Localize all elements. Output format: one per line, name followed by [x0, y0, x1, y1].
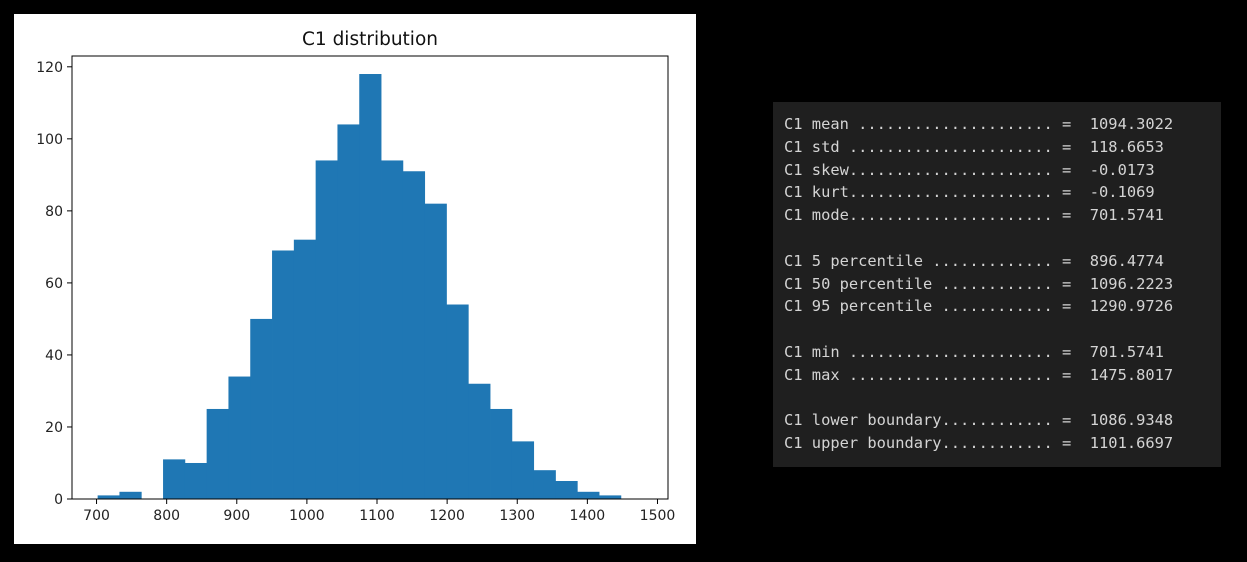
stats-line: C1 std ...................... = 118.6653	[784, 137, 1164, 156]
histogram-bar	[533, 470, 556, 499]
stats-panel: C1 mean ..................... = 1094.302…	[773, 102, 1221, 467]
y-tick-label: 40	[45, 348, 63, 364]
y-tick-label: 60	[45, 276, 63, 292]
x-tick-label: 1000	[289, 508, 325, 524]
histogram-bar	[119, 491, 142, 499]
histogram-chart: 700 800 900 1000 1100 1200 1300 1400 1500 0 20 40 60…	[36, 29, 676, 524]
chart-title: C1 distribution	[302, 29, 438, 50]
y-tick-label: 80	[45, 204, 63, 220]
histogram-bar	[337, 124, 360, 499]
stats-line: C1 50 percentile ............ = 1096.222…	[784, 274, 1174, 293]
histogram-bar	[468, 383, 491, 499]
stats-line: C1 5 percentile ............. = 896.4774	[784, 251, 1164, 270]
histogram-bar	[97, 495, 120, 499]
stats-line: C1 upper boundary............ = 1101.669…	[784, 434, 1174, 453]
stats-line: C1 kurt...................... = -0.1069	[784, 183, 1155, 202]
stats-line: C1 lower boundary............ = 1086.934…	[784, 411, 1174, 430]
stats-blank-line	[784, 387, 1221, 410]
histogram-bar	[511, 441, 535, 499]
plot-frame	[71, 55, 669, 500]
histogram-bar	[359, 74, 382, 500]
y-tick-label: 20	[45, 420, 63, 436]
histogram-bar	[490, 408, 513, 499]
x-tick-label: 1500	[640, 508, 676, 524]
x-tick-label: 700	[83, 508, 110, 524]
x-tick-label: 1400	[570, 508, 606, 524]
histogram-bar	[272, 250, 295, 499]
histogram-bar	[315, 160, 338, 500]
y-tick-label: 0	[54, 492, 63, 508]
stats-line: C1 mode...................... = 701.5741	[784, 206, 1164, 225]
histogram-bar	[555, 480, 578, 499]
stats-line: C1 skew...................... = -0.0173	[784, 160, 1155, 179]
y-tick-label: 100	[36, 132, 63, 148]
histogram-bar	[599, 495, 622, 499]
histogram-bar	[163, 459, 186, 499]
x-tick-label: 800	[153, 508, 180, 524]
histogram-bar	[206, 408, 229, 499]
histogram-bar	[184, 462, 208, 499]
y-tick-label: 120	[36, 60, 63, 76]
stats-line: C1 mean ..................... = 1094.302…	[784, 115, 1174, 133]
x-tick-label: 1100	[359, 508, 395, 524]
histogram-bar	[446, 304, 469, 499]
stats-blank-line	[784, 318, 1221, 341]
histogram-bar	[577, 491, 600, 499]
histogram-bar	[250, 318, 273, 499]
x-tick-label: 1300	[499, 508, 535, 524]
stats-blank-line	[784, 227, 1221, 250]
stats-line: C1 min ...................... = 701.5741	[784, 342, 1164, 361]
x-tick-label: 1200	[429, 508, 465, 524]
histogram-bar	[381, 160, 404, 500]
histogram-bar	[424, 203, 447, 499]
histogram-bar	[293, 239, 317, 499]
histogram-bar	[402, 171, 426, 500]
stats-line: C1 95 percentile ............ = 1290.972…	[784, 297, 1174, 316]
histogram-bar	[228, 376, 251, 499]
stats-line: C1 max ...................... = 1475.801…	[784, 365, 1174, 384]
chart-panel: 700 800 900 1000 1100 1200 1300 1400 1500 0 20 40 60…	[14, 14, 696, 544]
x-tick-label: 900	[223, 508, 250, 524]
